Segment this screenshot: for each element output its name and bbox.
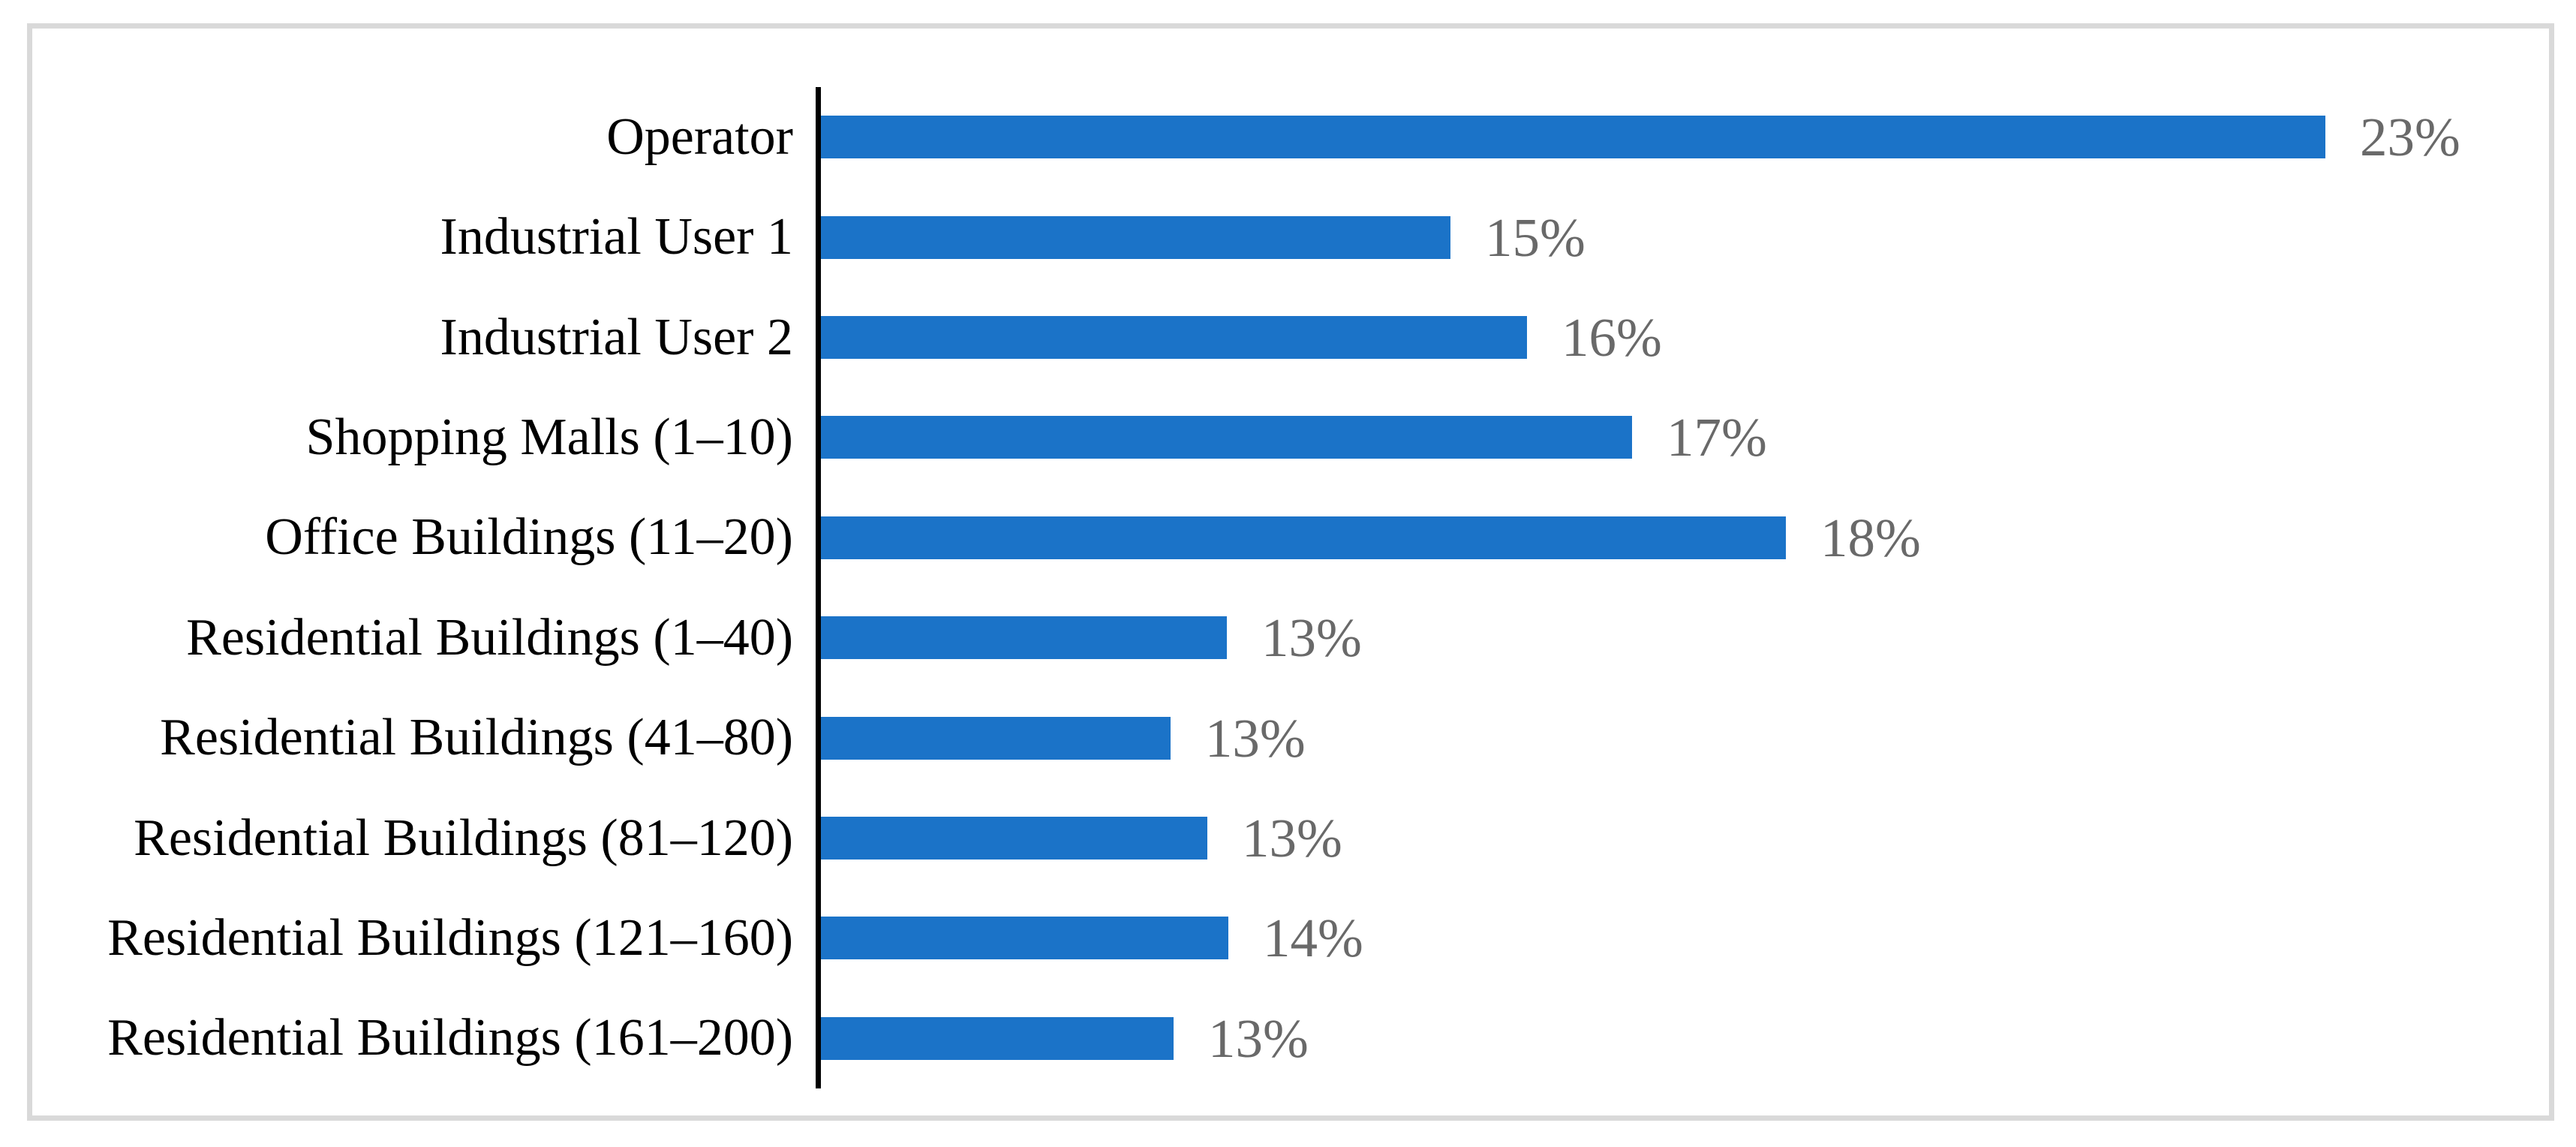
category-label: Residential Buildings (41–80) xyxy=(160,709,793,767)
value-label: 15% xyxy=(1484,206,1586,268)
category-label: Residential Buildings (161–200) xyxy=(107,1009,793,1067)
bar xyxy=(821,1016,1174,1060)
category-label: Industrial User 1 xyxy=(440,208,793,266)
bar-row: Operator 23% xyxy=(32,87,2549,187)
value-label: 14% xyxy=(1263,908,1363,969)
bar-zone: 13% xyxy=(821,989,2549,1088)
category-label: Residential Buildings (1–40) xyxy=(186,608,793,667)
bar xyxy=(821,215,1450,259)
bar xyxy=(821,316,1527,360)
value-label: 13% xyxy=(1241,808,1342,869)
category-label: Shopping Malls (1–10) xyxy=(305,408,793,466)
chart-frame xyxy=(27,23,2554,1121)
category-label: Office Buildings (11–20) xyxy=(265,508,793,567)
value-label: 13% xyxy=(1208,1007,1309,1069)
category-label: Residential Buildings (81–120) xyxy=(134,808,793,867)
bar-zone: 17% xyxy=(821,387,2549,487)
bar-row: Shopping Malls (1–10) 17% xyxy=(32,387,2549,487)
bar-row: Residential Buildings (161–200) 13% xyxy=(32,989,2549,1088)
value-label: 16% xyxy=(1562,307,1662,369)
value-label: 18% xyxy=(1820,507,1921,568)
bar-row: Office Buildings (11–20) 18% xyxy=(32,488,2549,588)
bar xyxy=(821,516,1786,559)
bar-row: Industrial User 1 15% xyxy=(32,187,2549,287)
bar-zone: 13% xyxy=(821,588,2549,688)
category-label: Industrial User 2 xyxy=(440,308,793,366)
value-label: 17% xyxy=(1667,407,1767,468)
bar-chart: Operator 23% Industrial User 1 15% Indus… xyxy=(32,87,2549,1088)
bar-row: Residential Buildings (81–120) 13% xyxy=(32,788,2549,888)
bar xyxy=(821,116,2325,159)
bar xyxy=(821,817,1207,860)
category-label: Residential Buildings (121–160) xyxy=(107,908,793,967)
bar-zone: 18% xyxy=(821,488,2549,588)
value-label: 13% xyxy=(1204,707,1306,769)
bar xyxy=(821,917,1229,960)
bar-row: Industrial User 2 16% xyxy=(32,288,2549,387)
bar-row: Residential Buildings (41–80) 13% xyxy=(32,688,2549,787)
bar-zone: 13% xyxy=(821,688,2549,787)
bar-zone: 23% xyxy=(821,87,2549,187)
category-label: Operator xyxy=(606,107,793,166)
bar xyxy=(821,716,1171,760)
value-label: 23% xyxy=(2359,107,2460,168)
bar xyxy=(821,416,1633,459)
bar-zone: 13% xyxy=(821,788,2549,888)
category-axis-line xyxy=(816,87,821,1088)
bar-row: Residential Buildings (1–40) 13% xyxy=(32,588,2549,688)
bar xyxy=(821,616,1227,660)
bar-row: Residential Buildings (121–160) 14% xyxy=(32,888,2549,988)
bar-zone: 15% xyxy=(821,187,2549,287)
bar-zone: 16% xyxy=(821,288,2549,387)
value-label: 13% xyxy=(1261,607,1362,669)
bar-zone: 14% xyxy=(821,888,2549,988)
